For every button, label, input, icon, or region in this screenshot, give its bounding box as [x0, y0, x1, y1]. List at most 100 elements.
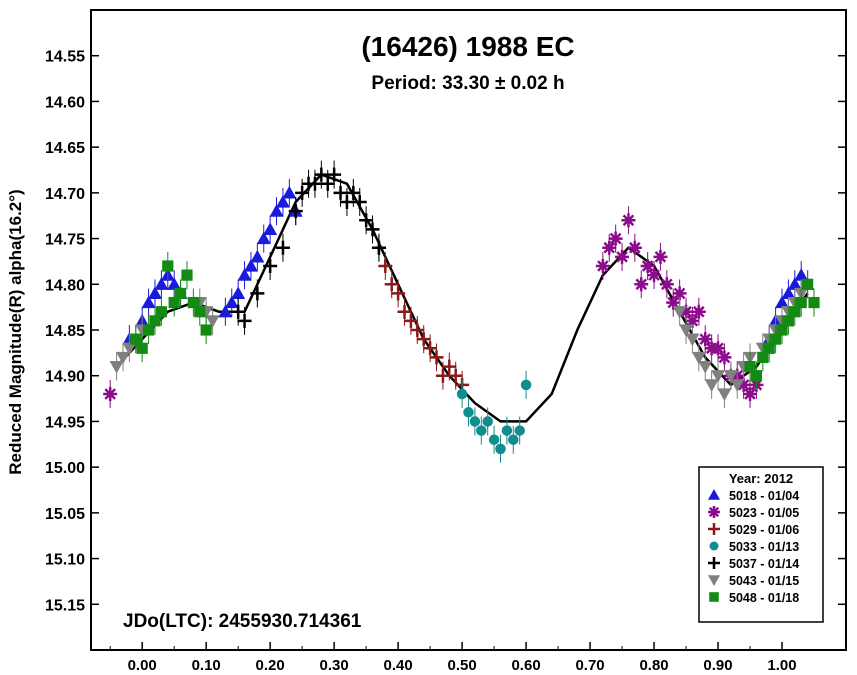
y-axis-label: Reduced Magnitude(R) alpha(16.2°) — [6, 189, 25, 474]
point-5037 — [250, 279, 265, 308]
x-tick-label: 0.20 — [256, 657, 285, 674]
point-5023 — [621, 206, 636, 235]
point-5033 — [495, 434, 506, 463]
point-5033 — [476, 416, 487, 445]
point-5043 — [698, 352, 713, 381]
point-5023 — [717, 343, 732, 372]
legend-label: 5037 - 01/14 — [729, 557, 799, 571]
legend-entry: 5023 - 01/05 — [708, 506, 799, 520]
point-5043 — [704, 370, 719, 399]
point-5018 — [237, 261, 252, 290]
x-tick-label: 0.40 — [384, 657, 413, 674]
x-tick-label: 0.90 — [703, 657, 732, 674]
legend-entry: 5043 - 01/15 — [708, 574, 799, 588]
point-5048 — [763, 334, 775, 363]
legend-label: 5023 - 01/05 — [729, 506, 799, 520]
y-tick-label: 14.60 — [45, 94, 85, 111]
point-5037 — [327, 160, 342, 189]
point-5043 — [672, 297, 687, 326]
y-tick-label: 15.05 — [45, 506, 85, 523]
point-5037 — [365, 215, 380, 244]
point-5048 — [808, 288, 820, 317]
legend-label: 5033 - 01/13 — [729, 540, 799, 554]
point-5018 — [282, 178, 297, 207]
point-5048 — [200, 316, 212, 344]
x-tick-label: 0.30 — [320, 657, 349, 674]
point-5048 — [136, 334, 148, 363]
point-5043 — [679, 316, 694, 344]
point-5048 — [744, 352, 756, 381]
point-5018 — [147, 279, 162, 308]
point-5048 — [149, 306, 161, 335]
legend-entry: 5029 - 01/06 — [708, 523, 799, 537]
point-5033 — [520, 370, 532, 399]
legend-label: 5018 - 01/04 — [729, 489, 799, 503]
legend: Year: 2012 5018 - 01/04 5023 - 01/05 5029 … — [698, 466, 824, 623]
chart-subtitle: Period: 33.30 ± 0.02 h — [371, 73, 564, 94]
y-tick-label: 14.85 — [45, 323, 85, 340]
point-5037 — [275, 233, 290, 262]
legend-entry: 5018 - 01/04 — [708, 489, 799, 503]
y-tick-label: 15.00 — [45, 460, 85, 477]
point-5033 — [482, 407, 493, 436]
point-5033 — [508, 425, 519, 454]
point-5037 — [288, 197, 303, 226]
point-5037 — [352, 188, 367, 216]
point-5033 — [501, 416, 513, 445]
point-5048 — [181, 261, 193, 290]
point-5033 — [488, 425, 500, 454]
point-5018 — [250, 242, 265, 271]
point-5023 — [653, 242, 668, 271]
legend-label: 5048 - 01/18 — [729, 591, 799, 605]
x-tick-label: 0.80 — [639, 657, 668, 674]
legend-title: Year: 2012 — [729, 471, 793, 486]
point-5043 — [122, 334, 137, 363]
x-tick-label: 1.00 — [767, 657, 796, 674]
point-5043 — [685, 325, 700, 354]
point-5018 — [256, 224, 271, 253]
y-tick-label: 14.70 — [45, 186, 85, 203]
point-5023 — [634, 270, 649, 299]
x-tick-label: 0.70 — [575, 657, 604, 674]
point-5048 — [795, 288, 807, 317]
x-tick-label: 0.10 — [192, 657, 221, 674]
point-5048 — [162, 252, 174, 280]
point-5033 — [514, 416, 525, 445]
point-5023 — [659, 270, 674, 299]
point-5048 — [187, 288, 199, 317]
point-5043 — [115, 343, 130, 372]
x-tick-label: 0.60 — [511, 657, 540, 674]
legend-label: 5029 - 01/06 — [729, 523, 799, 537]
point-5037 — [237, 306, 252, 335]
y-tick-label: 15.10 — [45, 552, 85, 569]
point-5023 — [647, 261, 662, 290]
point-5018 — [269, 197, 284, 226]
point-5048 — [802, 270, 814, 299]
point-5033 — [456, 380, 468, 408]
point-5048 — [776, 316, 788, 344]
point-5043 — [717, 380, 732, 408]
y-tick-label: 14.65 — [45, 140, 85, 157]
point-5048 — [155, 297, 167, 326]
y-tick-label: 14.95 — [45, 414, 85, 431]
point-5048 — [757, 343, 769, 372]
point-5033 — [469, 407, 481, 436]
point-5018 — [154, 270, 169, 299]
point-5037 — [263, 252, 278, 280]
legend-box — [698, 466, 824, 623]
point-5018 — [243, 252, 258, 280]
legend-entry: 5033 - 01/13 — [709, 540, 799, 554]
y-tick-label: 14.55 — [45, 49, 85, 66]
y-tick-label: 14.80 — [45, 277, 85, 294]
chart-title: (16426) 1988 EC — [361, 31, 574, 62]
point-5018 — [275, 188, 290, 216]
point-5048 — [194, 297, 206, 326]
x-tick-label: 0.50 — [448, 657, 477, 674]
point-5048 — [174, 279, 187, 308]
point-5048 — [750, 361, 763, 390]
point-5048 — [168, 288, 180, 317]
point-5043 — [711, 361, 726, 390]
legend-entry: 5048 - 01/18 — [709, 591, 799, 605]
point-5023 — [691, 297, 706, 326]
